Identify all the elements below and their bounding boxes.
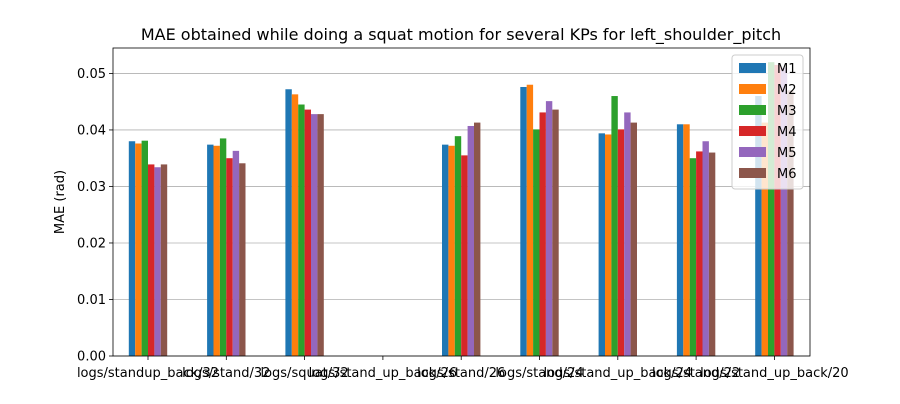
bar-m3-6 — [611, 96, 618, 357]
bar-m4-4 — [461, 155, 468, 356]
legend-label-m1: M1 — [777, 62, 797, 77]
bars — [128, 62, 794, 357]
bar-m6-1 — [239, 163, 246, 356]
legend-swatch-m2 — [739, 84, 766, 94]
legend-swatch-m1 — [739, 63, 766, 73]
y-tick-label: 0.04 — [77, 123, 106, 138]
bar-m5-8 — [780, 67, 788, 356]
y-axis-label: MAE (rad) — [53, 170, 68, 234]
bar-m4-5 — [539, 112, 546, 356]
x-tick-label: logs/squat/32 — [260, 366, 348, 381]
bar-m3-5 — [533, 129, 540, 356]
bar-m6-5 — [552, 109, 559, 356]
bar-m5-1 — [232, 150, 240, 356]
x-tick-label: logs/standup_back/32 — [77, 366, 219, 381]
bar-m2-1 — [213, 145, 220, 356]
bar-m2-8 — [761, 122, 768, 356]
legend: M1 M2 M3 M4 M5 M6 — [731, 54, 804, 190]
bar-m6-6 — [630, 122, 637, 356]
bar-m3-1 — [219, 138, 227, 356]
bar-m1-8 — [755, 96, 762, 357]
bar-m1-0 — [128, 141, 136, 356]
bar-m2-5 — [526, 84, 534, 356]
bar-m6-7 — [708, 152, 716, 356]
bar-m6-4 — [474, 122, 481, 356]
x-tick-label: logs/stand/22 — [652, 366, 740, 381]
bar-m3-7 — [689, 158, 697, 356]
bar-m1-6 — [598, 133, 605, 356]
bar-m3-0 — [141, 140, 148, 356]
bar-m2-6 — [605, 134, 612, 356]
bar-m6-2 — [317, 114, 324, 357]
bar-m1-4 — [442, 144, 449, 356]
legend-label-m6: M6 — [777, 167, 797, 182]
bar-m3-4 — [454, 136, 462, 356]
bar-m2-7 — [683, 124, 690, 356]
bar-m5-5 — [545, 101, 553, 357]
bar-m2-0 — [135, 143, 142, 356]
bar-m1-7 — [676, 124, 684, 356]
bar-m3-8 — [768, 62, 775, 356]
legend-label-m5: M5 — [777, 146, 797, 161]
bar-m5-0 — [154, 167, 161, 356]
bar-m5-6 — [624, 112, 631, 356]
bar-m1-5 — [520, 86, 527, 356]
bar-m5-2 — [311, 114, 318, 357]
bar-m4-2 — [304, 109, 311, 356]
bar-m1-2 — [285, 89, 292, 357]
bar-m4-6 — [617, 129, 625, 356]
x-tick-label: logs/stand_up_back/26 — [309, 366, 458, 381]
y-tick-label: 0.02 — [77, 236, 106, 251]
legend-label-m3: M3 — [777, 104, 797, 119]
plot-frame — [112, 47, 811, 357]
chart-title: MAE obtained while doing a squat motion … — [141, 25, 781, 45]
bar-m4-8 — [774, 64, 781, 356]
bar-m6-8 — [787, 90, 794, 357]
legend-swatch-m4 — [739, 126, 766, 136]
y-tick-label: 0.01 — [77, 293, 106, 308]
bar-m4-0 — [148, 164, 155, 356]
x-tick-label: logs/stand/24 — [495, 366, 583, 381]
bar-m5-7 — [702, 141, 709, 356]
x-tick-label: logs/stand_up_back/20 — [700, 366, 849, 381]
legend-swatch-m3 — [739, 105, 766, 115]
bar-m6-0 — [160, 164, 168, 356]
y-tick-label: 0.00 — [77, 350, 106, 365]
axes: 0.00 0.01 0.02 0.03 0.04 0.05 logs/standup_bac… — [77, 47, 849, 381]
bar-m2-4 — [448, 145, 455, 356]
x-tick-label: logs/stand/26 — [417, 366, 505, 381]
legend-label-m2: M2 — [777, 83, 797, 98]
bar-m1-1 — [207, 144, 214, 356]
x-tick-label: logs/stand_up_back/24 — [543, 366, 692, 381]
x-tick-label: logs/stand/32 — [182, 366, 270, 381]
legend-swatch-m5 — [739, 147, 766, 157]
bar-m4-7 — [696, 151, 703, 356]
bar-m2-2 — [291, 94, 299, 357]
y-tick-label: 0.03 — [77, 180, 106, 195]
bar-m5-4 — [467, 125, 474, 357]
legend-swatch-m6 — [739, 168, 766, 178]
bar-m4-1 — [226, 158, 233, 356]
y-tick-label: 0.05 — [77, 67, 106, 82]
legend-label-m4: M4 — [777, 125, 797, 140]
bar-m3-2 — [298, 104, 305, 356]
